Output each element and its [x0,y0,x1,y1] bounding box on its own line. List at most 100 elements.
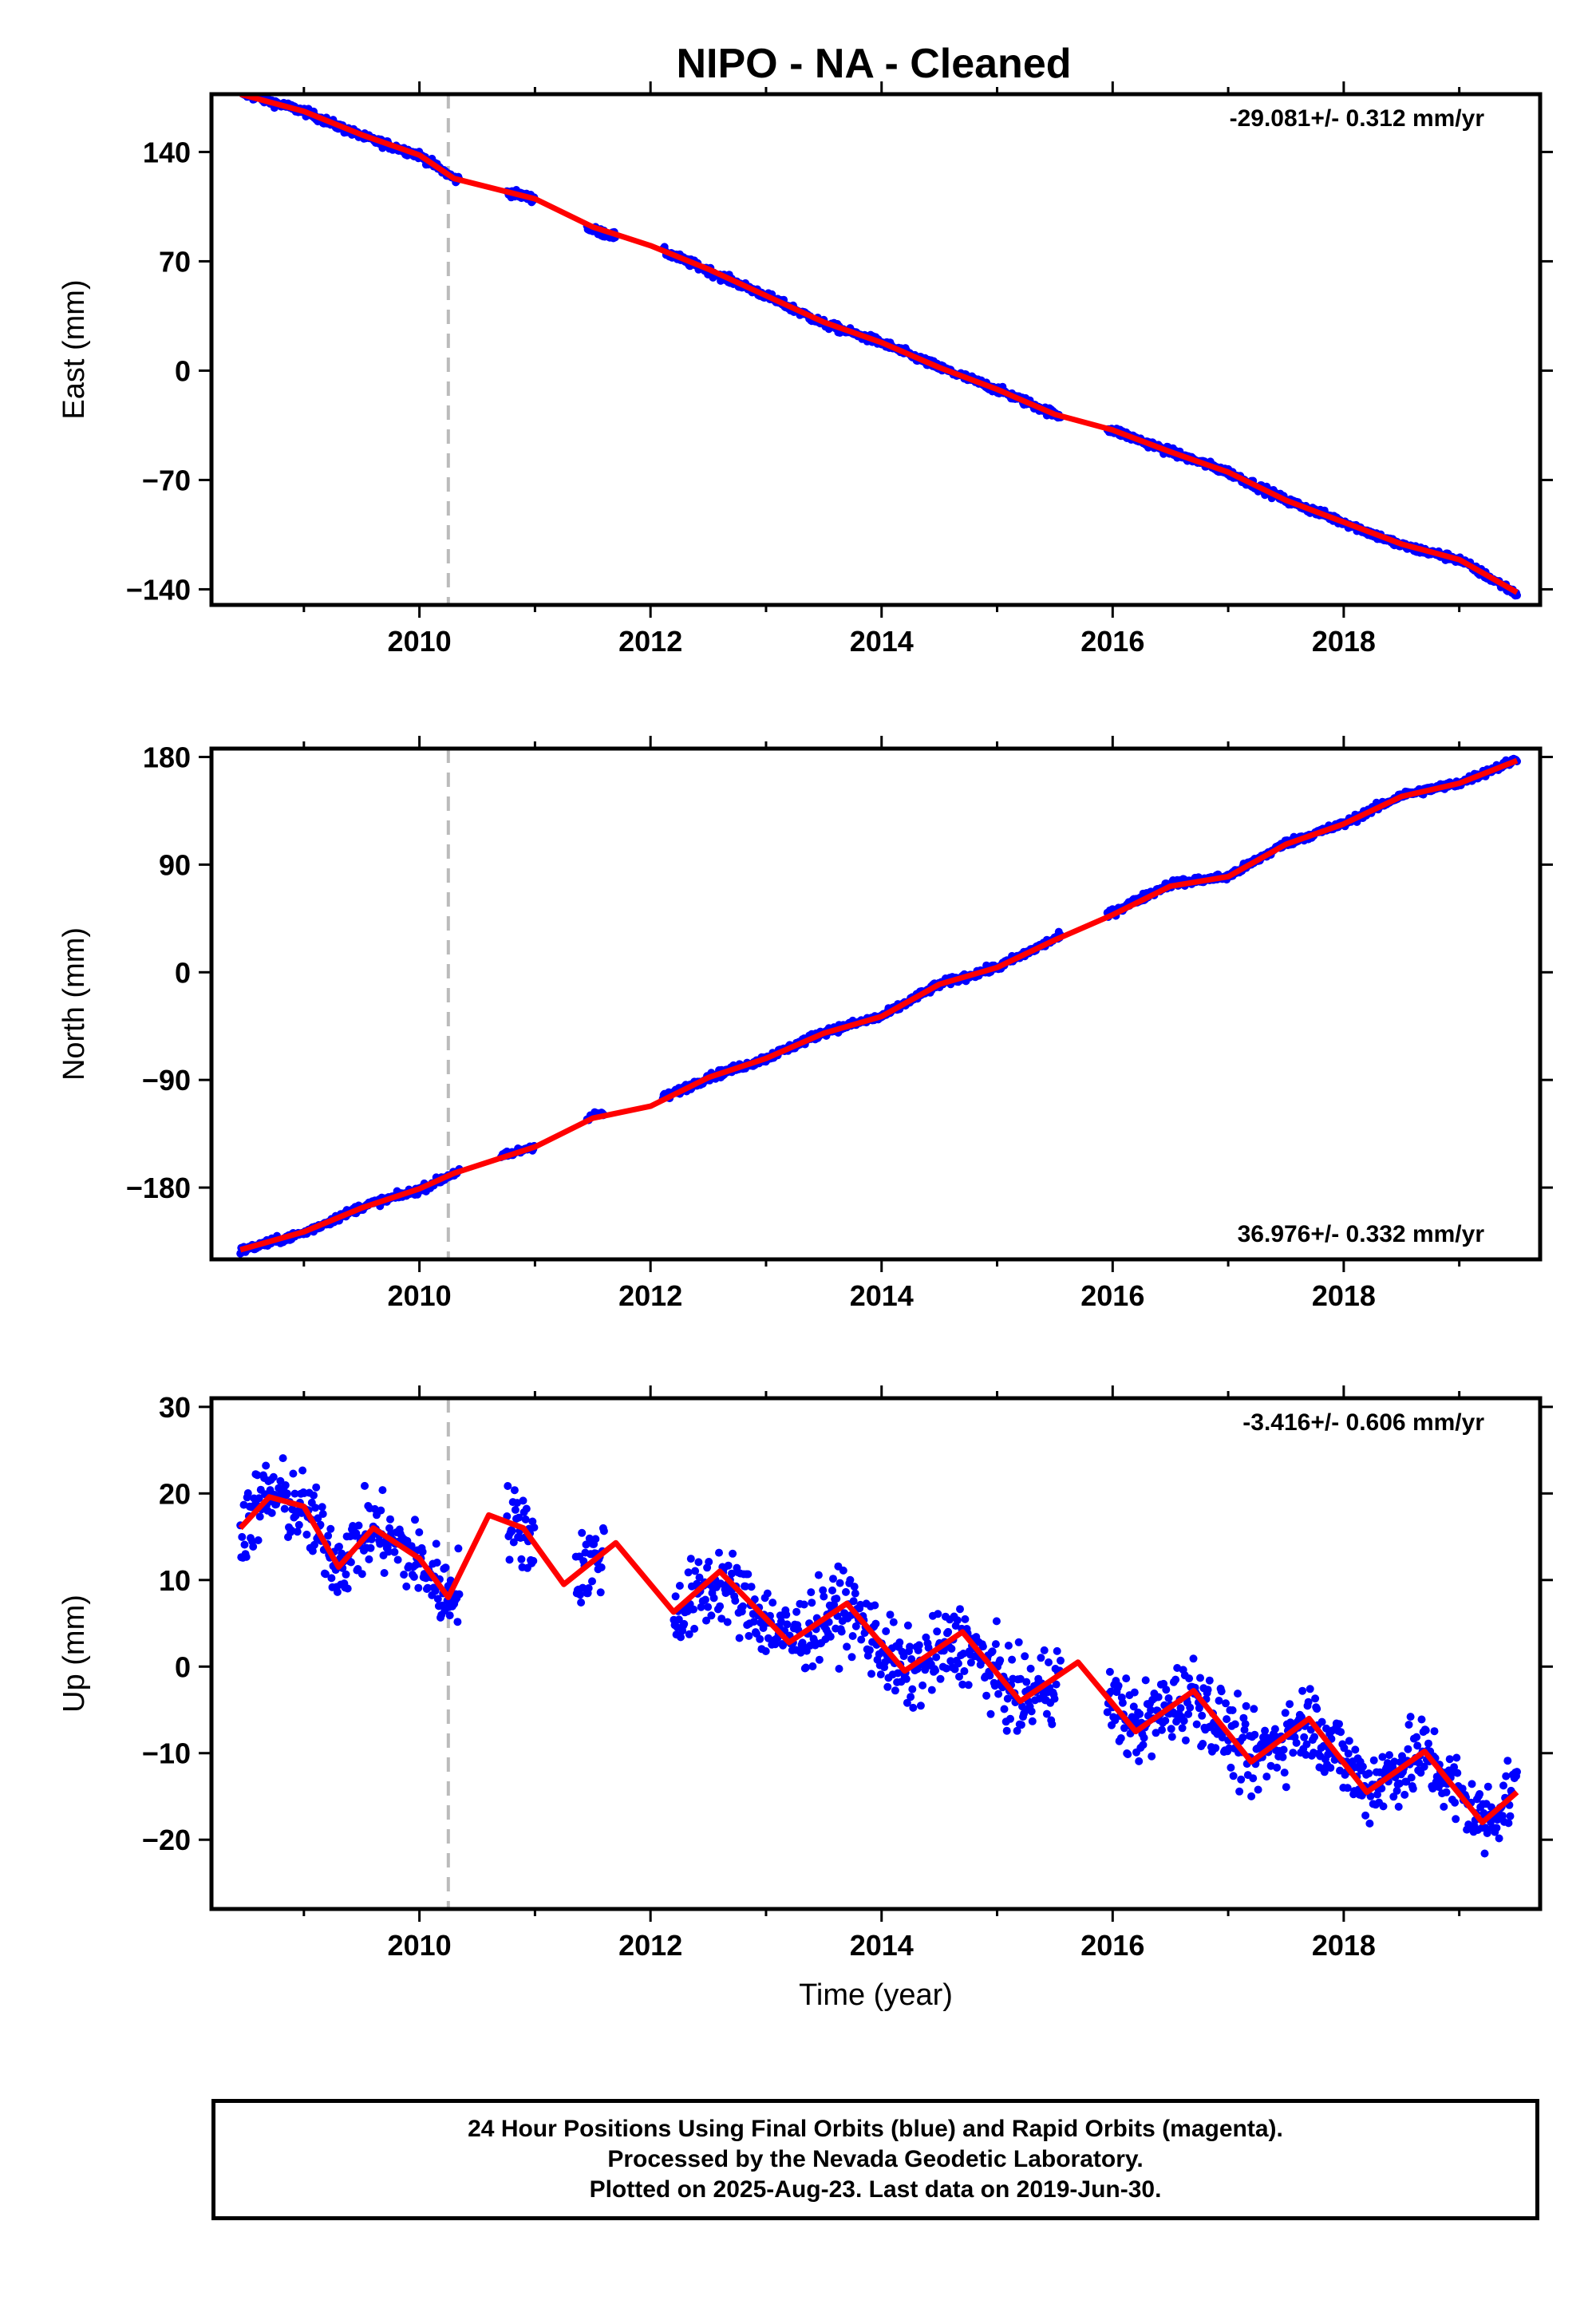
data-point [255,1512,264,1521]
data-point [346,1558,355,1567]
data-point [1162,1686,1171,1694]
data-point [1042,1709,1051,1718]
panel-1: 2010 2012 2014 2016 2018 140 70 0 −70 −140 East (m… [57,81,1553,658]
data-point [724,1561,733,1570]
data-point [745,1631,753,1640]
data-point [680,1619,689,1628]
data-point [342,1570,350,1579]
y-tick-label: −180 [126,1172,191,1204]
data-point [431,1587,440,1595]
data-point [1124,1750,1132,1759]
data-point [1184,1709,1193,1718]
data-point [1261,1726,1270,1735]
data-point [1476,1790,1484,1798]
data-point [950,1665,959,1674]
data-point [782,1611,791,1619]
data-point [966,1658,975,1667]
data-point [308,1547,317,1555]
data-point [944,1627,953,1636]
y-tick-label: −140 [126,573,191,606]
data-point [675,1582,684,1590]
data-point [991,1640,1000,1649]
data-point [690,1624,699,1633]
data-point [705,1558,713,1566]
data-point [747,1583,756,1591]
data-point [298,1466,307,1475]
data-point [599,1527,608,1535]
data-point [964,1681,973,1690]
data-point [1302,1740,1311,1749]
data-point [1178,1724,1187,1733]
data-point [1171,1675,1180,1684]
data-point [366,1543,375,1552]
data-point [390,1547,399,1556]
data-point [1404,1745,1412,1753]
data-point [1298,1713,1306,1721]
data-point [1107,1687,1115,1696]
data-point [988,1647,997,1656]
data-point [1237,1775,1246,1784]
data-point [876,1670,885,1679]
data-point [1311,1694,1320,1703]
data-point [302,1530,311,1539]
data-point [1215,1697,1223,1705]
data-point [1199,1740,1207,1748]
data-point [882,1627,891,1635]
data-point [1365,1769,1373,1778]
y-axis-label: East (mm) [57,279,91,419]
data-point [848,1632,857,1640]
y-tick-label: −10 [142,1737,191,1770]
data-point [815,1655,824,1664]
data-point [1116,1734,1125,1742]
data-point [1406,1713,1415,1721]
data-point [1480,1849,1489,1858]
data-point [249,1543,258,1551]
data-point [441,1563,450,1572]
data-point [846,1575,855,1584]
data-point [728,1569,736,1578]
x-tick-label: 2018 [1312,1279,1376,1312]
x-tick-label: 2010 [388,1929,452,1962]
data-point [1416,1769,1425,1777]
data-point [947,1644,956,1653]
data-point [1398,1752,1406,1761]
data-point [254,1536,263,1544]
data-point [1152,1729,1160,1737]
data-point [808,1662,817,1670]
data-point [1211,1744,1220,1753]
data-point [1198,1711,1207,1720]
data-point [701,1595,709,1604]
data-point [1451,1798,1460,1807]
data-point [828,1586,836,1595]
data-point [384,1547,393,1556]
data-point [1344,1749,1353,1758]
data-point [1498,1812,1507,1820]
data-point [1458,1784,1467,1793]
data-point [960,1667,969,1675]
data-point [454,1544,463,1553]
data-point [1313,1705,1321,1713]
data-point [895,1638,904,1646]
data-point [1242,1701,1250,1710]
data-point [716,1602,725,1611]
data-point [1205,1676,1214,1685]
data-point [1452,1815,1460,1824]
data-point [792,1607,801,1616]
data-point [891,1686,899,1695]
data-point [1499,1781,1507,1790]
data-point [1369,1756,1378,1765]
data-point [907,1655,916,1663]
x-tick-label: 2014 [850,1929,914,1962]
data-point [1140,1733,1148,1742]
data-point [1129,1702,1138,1711]
data-point [883,1682,892,1691]
data-point [335,1543,343,1551]
data-point [505,1555,514,1564]
x-tick-label: 2018 [1312,625,1376,658]
data-point [677,1633,685,1642]
data-point [1417,1715,1426,1724]
data-point [749,1618,758,1626]
data-point [407,1542,416,1551]
rate-label: -29.081+/- 0.312 mm/yr [1230,105,1485,132]
data-point [1262,1773,1271,1781]
